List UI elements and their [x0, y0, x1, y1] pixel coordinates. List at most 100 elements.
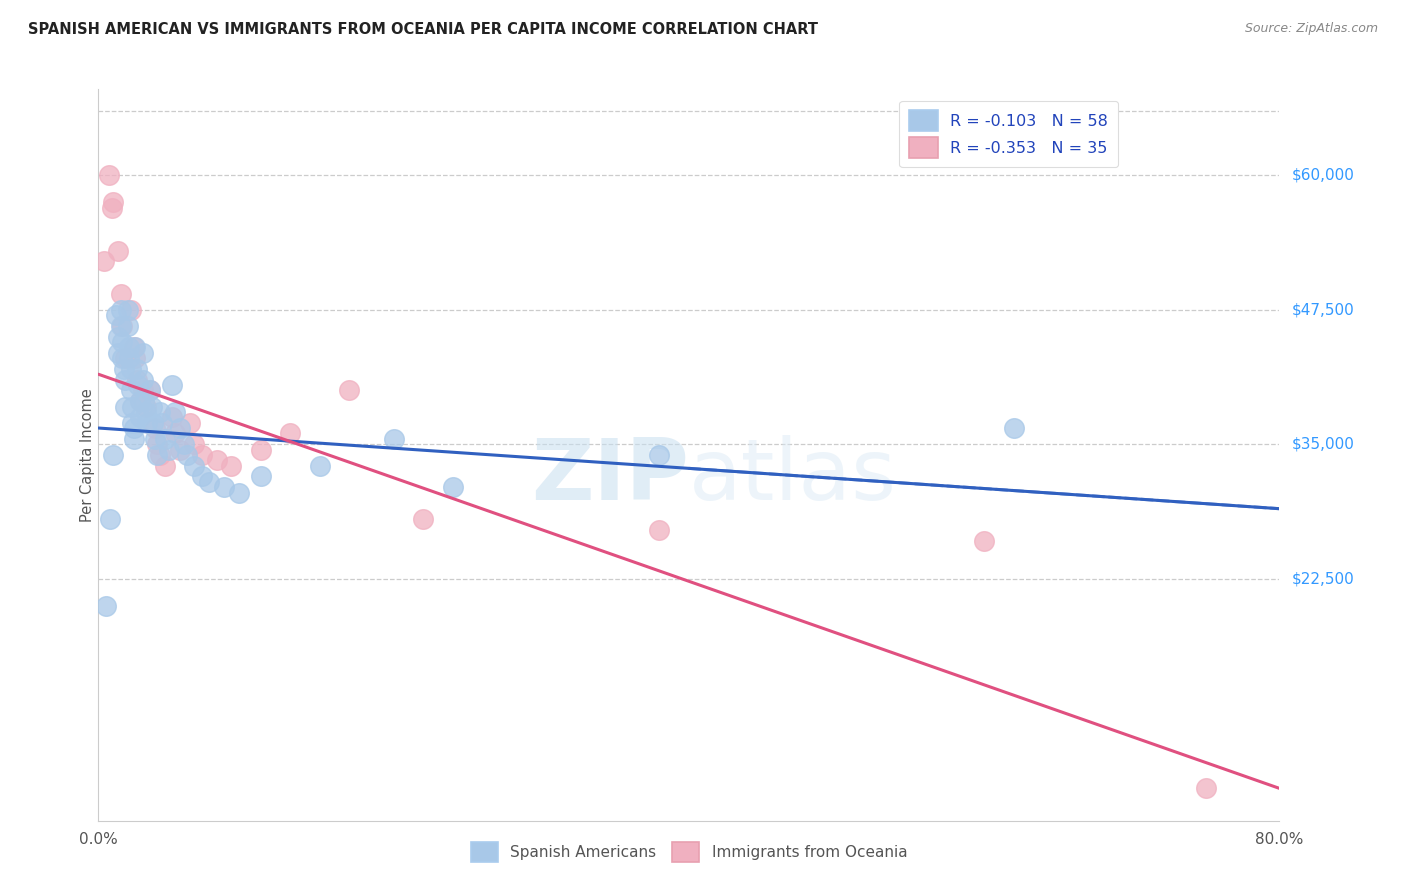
Point	[111, 351, 134, 365]
Point	[146, 448, 169, 462]
Point	[146, 437, 169, 451]
Text: Source: ZipAtlas.com: Source: ZipAtlas.com	[1244, 22, 1378, 36]
Point	[141, 400, 163, 414]
Point	[973, 533, 995, 548]
Point	[382, 432, 405, 446]
Text: $47,500: $47,500	[1291, 302, 1354, 318]
Point	[128, 394, 150, 409]
Point	[118, 351, 141, 365]
Point	[128, 410, 150, 425]
Point	[117, 302, 139, 317]
Point	[94, 599, 117, 613]
Point	[122, 421, 145, 435]
Point	[120, 302, 142, 317]
Point	[135, 400, 157, 414]
Point	[143, 432, 166, 446]
Text: $22,500: $22,500	[1291, 571, 1354, 586]
Point	[114, 400, 136, 414]
Point	[191, 448, 214, 462]
Point	[412, 512, 434, 526]
Legend: Spanish Americans, Immigrants from Oceania: Spanish Americans, Immigrants from Ocean…	[464, 836, 914, 868]
Point	[107, 244, 129, 258]
Point	[1195, 781, 1218, 796]
Point	[648, 448, 671, 462]
Point	[212, 480, 235, 494]
Point	[441, 480, 464, 494]
Point	[165, 405, 187, 419]
Point	[100, 201, 122, 215]
Point	[118, 340, 141, 354]
Point	[169, 442, 191, 457]
Point	[105, 308, 128, 322]
Point	[198, 475, 221, 489]
Point	[134, 394, 156, 409]
Point	[120, 362, 142, 376]
Point	[183, 458, 205, 473]
Point	[114, 351, 136, 365]
Text: $60,000: $60,000	[1291, 168, 1354, 183]
Point	[179, 416, 201, 430]
Point	[250, 469, 273, 483]
Point	[132, 384, 155, 398]
Text: ZIP: ZIP	[531, 435, 689, 518]
Point	[219, 458, 242, 473]
Point	[162, 410, 183, 425]
Point	[132, 345, 155, 359]
Text: SPANISH AMERICAN VS IMMIGRANTS FROM OCEANIA PER CAPITA INCOME CORRELATION CHART: SPANISH AMERICAN VS IMMIGRANTS FROM OCEA…	[28, 22, 818, 37]
Point	[165, 426, 187, 441]
Point	[93, 254, 115, 268]
Point	[114, 373, 136, 387]
Point	[149, 405, 172, 419]
Point	[120, 384, 142, 398]
Point	[150, 416, 173, 430]
Point	[97, 168, 120, 182]
Point	[153, 432, 176, 446]
Point	[136, 416, 159, 430]
Point	[228, 485, 250, 500]
Point	[125, 373, 148, 387]
Point	[157, 442, 180, 457]
Text: atlas: atlas	[689, 435, 897, 518]
Point	[103, 195, 125, 210]
Point	[648, 523, 671, 537]
Point	[173, 437, 195, 451]
Point	[110, 318, 132, 333]
Point	[176, 448, 198, 462]
Point	[309, 458, 332, 473]
Point	[205, 453, 228, 467]
Point	[111, 318, 134, 333]
Point	[139, 384, 162, 398]
Point	[112, 362, 135, 376]
Point	[132, 373, 155, 387]
Point	[122, 432, 145, 446]
Point	[127, 378, 149, 392]
Point	[183, 437, 205, 451]
Point	[149, 448, 172, 462]
Point	[250, 442, 273, 457]
Point	[103, 448, 125, 462]
Point	[110, 286, 132, 301]
Point	[122, 340, 145, 354]
Point	[98, 512, 121, 526]
Y-axis label: Per Capita Income: Per Capita Income	[80, 388, 94, 522]
Point	[191, 469, 214, 483]
Point	[125, 362, 148, 376]
Point	[121, 416, 143, 430]
Point	[117, 318, 139, 333]
Point	[135, 405, 157, 419]
Point	[107, 345, 129, 359]
Point	[107, 329, 129, 343]
Point	[143, 421, 166, 435]
Point	[1002, 421, 1025, 435]
Point	[111, 334, 134, 349]
Point	[169, 421, 191, 435]
Point	[278, 426, 302, 441]
Point	[121, 400, 143, 414]
Point	[153, 458, 176, 473]
Point	[337, 384, 360, 398]
Point	[110, 302, 132, 317]
Point	[128, 394, 150, 409]
Point	[139, 384, 162, 398]
Point	[142, 416, 165, 430]
Point	[124, 340, 146, 354]
